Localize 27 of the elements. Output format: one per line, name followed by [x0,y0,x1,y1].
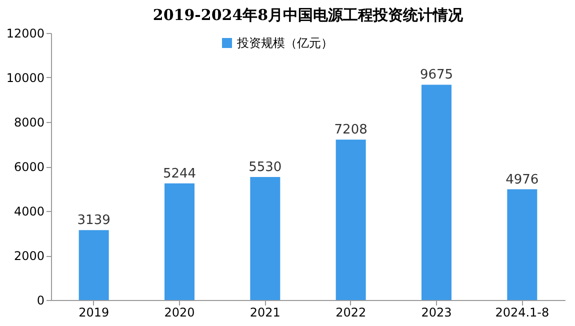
y-tick-label: 6000 [14,160,44,174]
y-tick-label: 4000 [14,204,44,218]
y-tick-label: 8000 [14,116,44,130]
data-label: 3139 [77,213,110,228]
x-tick-label: 2024.1-8 [495,306,550,320]
data-label: 9675 [420,68,454,83]
legend-label: 投资规模（亿元） [236,36,333,50]
y-tick-label: 0 [36,294,44,308]
y-tick-label: 2000 [14,249,44,263]
data-label: 5244 [162,166,196,182]
y-tick-label: 12000 [6,26,44,40]
data-label: 4976 [506,172,539,188]
x-tick-label: 2019 [78,306,110,320]
data-label: 7208 [334,122,368,138]
bar [422,84,452,300]
x-tick-label: 2023 [421,306,452,320]
bar [164,183,194,300]
bar [250,176,280,300]
x-tick-label: 2021 [250,306,280,320]
bar [507,189,538,300]
x-tick-label: 2022 [336,306,366,320]
chart-title: 2019-2024年8月中国电源工程投资统计情况 [152,6,464,24]
data-label: 5530 [248,160,282,175]
bar [78,230,109,300]
bar [336,140,366,300]
y-tick-label: 10000 [6,71,44,85]
x-tick-label: 2020 [164,306,195,320]
